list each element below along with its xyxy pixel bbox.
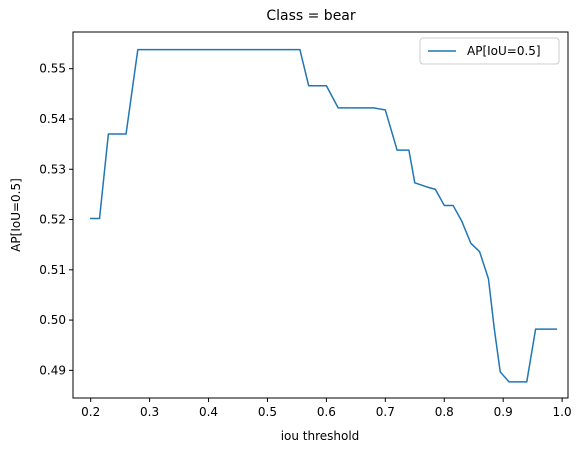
x-tick-label: 0.2	[81, 405, 100, 419]
y-tick-label: 0.50	[39, 313, 66, 327]
y-tick-label: 0.54	[39, 112, 66, 126]
y-tick-label: 0.53	[39, 162, 66, 176]
x-tick-label: 1.0	[553, 405, 572, 419]
y-tick-label: 0.49	[39, 363, 66, 377]
x-tick-label: 0.8	[435, 405, 454, 419]
x-tick-label: 0.9	[494, 405, 513, 419]
x-tick-label: 0.3	[140, 405, 159, 419]
plot-area	[72, 31, 569, 399]
y-axis: 0.49 0.50 0.51 0.52 0.53 0.54 0.55	[39, 62, 73, 377]
legend: AP[IoU=0.5]	[419, 37, 560, 65]
plot-frame	[72, 31, 569, 399]
x-axis-title: iou threshold	[281, 429, 360, 443]
series-line	[89, 48, 557, 383]
y-tick-label: 0.51	[39, 263, 66, 277]
x-tick-label: 0.7	[376, 405, 395, 419]
x-tick-label: 0.5	[258, 405, 277, 419]
y-tick-label: 0.55	[39, 62, 66, 76]
x-axis: 0.2 0.3 0.4 0.5 0.6 0.7 0.8 0.9 1.0	[81, 398, 572, 419]
series-layer	[89, 48, 557, 383]
x-tick-label: 0.4	[199, 405, 218, 419]
legend-box	[419, 37, 560, 65]
x-tick-label: 0.6	[317, 405, 336, 419]
y-tick-label: 0.52	[39, 213, 66, 227]
y-axis-title: AP[IoU=0.5]	[9, 178, 23, 252]
chart-title: Class = bear	[266, 8, 356, 24]
legend-label: AP[IoU=0.5]	[467, 44, 541, 58]
